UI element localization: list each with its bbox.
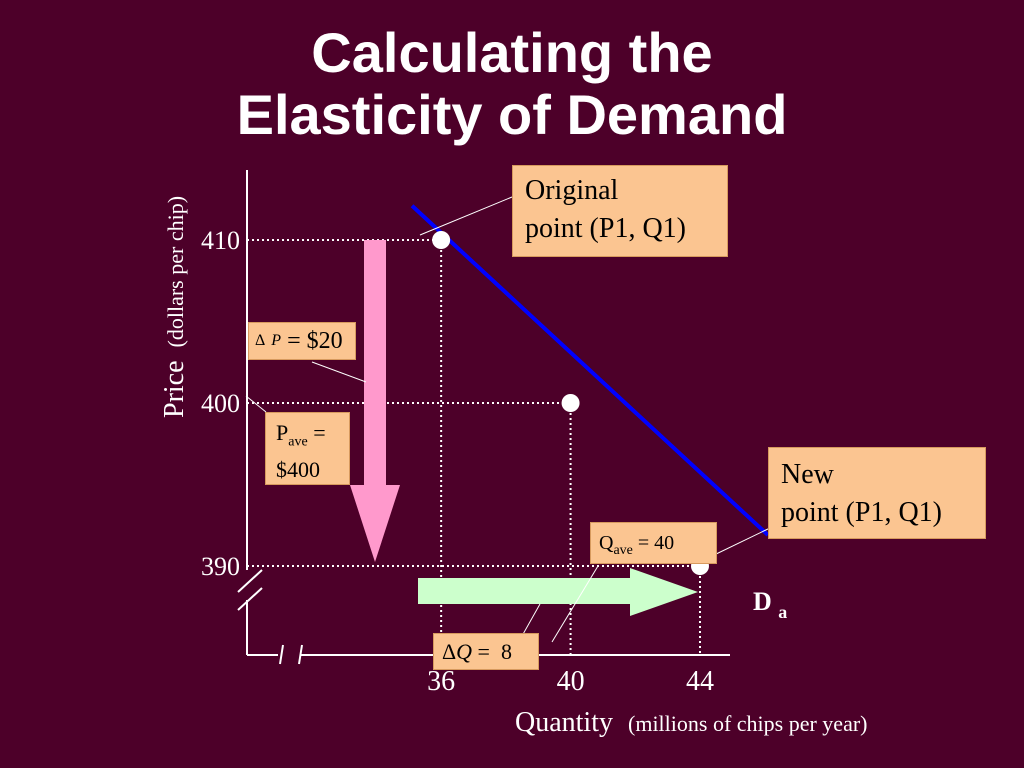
p-ave-eq: = xyxy=(307,420,326,445)
point-0 xyxy=(432,231,451,249)
delta-symbol-p: Δ xyxy=(255,332,266,349)
q-ave-sub: ave xyxy=(613,543,633,558)
delta-p-var: P xyxy=(271,332,282,349)
x-axis-title: Quantity (millions of chips per year) xyxy=(515,707,868,738)
x-axis-label: Quantity xyxy=(515,707,613,738)
y-tick-410: 410 xyxy=(201,226,240,255)
leader-original xyxy=(419,196,513,236)
demand-curve-da xyxy=(410,204,770,537)
y-axis-note: (dollars per chip) xyxy=(163,196,188,348)
y-tick-390: 390 xyxy=(201,552,240,581)
y-tick-labels: 410 400 390 xyxy=(201,226,240,581)
leader-delta-p xyxy=(311,361,367,383)
delta-q-value: = 8 xyxy=(472,639,512,664)
curve-label-main: D xyxy=(753,587,772,616)
delta-symbol-q: Δ xyxy=(442,639,457,664)
delta-q-callout: ΔQ = 8 xyxy=(433,633,539,670)
new-point-callout: New point (P1, Q1) xyxy=(768,447,986,539)
leader-q-ave xyxy=(551,565,599,643)
slide-title: Calculating the Elasticity of Demand xyxy=(0,22,1024,146)
y-tick-400: 400 xyxy=(201,389,240,418)
p-ave-main: P xyxy=(276,420,289,445)
p-ave-sub: ave xyxy=(288,434,308,450)
q-ave-callout: Qave = 40 xyxy=(590,522,717,564)
leader-new xyxy=(711,527,771,557)
delta-p-callout: Δ P = $20 xyxy=(248,322,356,360)
curve-label-sub: a xyxy=(778,602,787,622)
data-points xyxy=(432,231,709,575)
x-break-mark-1 xyxy=(279,644,284,665)
y-break-mark-1 xyxy=(237,569,263,593)
original-line-2: point (P1, Q1) xyxy=(525,213,686,244)
delta-p-value: = $20 xyxy=(281,328,343,354)
x-axis-note: (millions of chips per year) xyxy=(628,711,868,736)
p-ave-callout: Pave = $400 xyxy=(265,412,350,485)
x-tick-40: 40 xyxy=(557,666,585,697)
quantity-increase-arrow xyxy=(418,568,698,616)
x-break-mark-2 xyxy=(298,644,303,665)
p-ave-value: $400 xyxy=(276,457,320,483)
y-axis-label: Price xyxy=(159,360,190,418)
original-line-1: Original xyxy=(525,175,619,206)
y-break-mark-2 xyxy=(237,587,263,611)
leader-delta-q xyxy=(521,603,541,637)
delta-q-var: Q xyxy=(456,639,473,664)
p-ave-line-1: Pave = xyxy=(276,419,349,456)
price-decrease-arrow xyxy=(350,240,400,562)
curve-label: D a xyxy=(753,587,787,622)
new-line-2: point (P1, Q1) xyxy=(781,497,942,528)
q-ave-value: = 40 xyxy=(632,532,675,554)
x-tick-labels: 36 40 44 xyxy=(427,666,714,697)
x-tick-36: 36 xyxy=(427,666,455,697)
title-line-2: Elasticity of Demand xyxy=(236,83,788,146)
leader-p-ave xyxy=(245,395,267,413)
q-ave-main: Q xyxy=(599,532,614,554)
original-point-callout: Original point (P1, Q1) xyxy=(512,165,728,257)
new-line-1: New xyxy=(781,459,834,490)
y-axis-title: Price (dollars per chip) xyxy=(159,196,190,418)
point-1 xyxy=(561,394,580,412)
x-tick-44: 44 xyxy=(686,666,714,697)
title-line-1: Calculating the xyxy=(311,21,713,84)
